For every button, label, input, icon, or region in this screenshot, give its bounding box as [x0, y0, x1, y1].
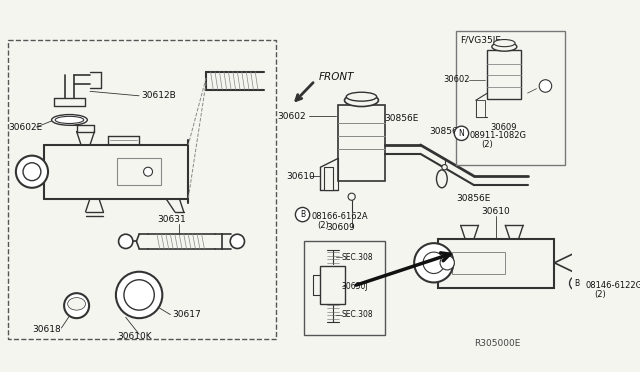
Text: 30602: 30602	[278, 112, 306, 121]
Ellipse shape	[346, 92, 377, 101]
Text: 08911-1082G: 08911-1082G	[470, 131, 527, 140]
Text: 30610: 30610	[287, 171, 316, 181]
Ellipse shape	[52, 115, 87, 125]
Circle shape	[570, 276, 584, 291]
Text: FRONT: FRONT	[319, 72, 354, 82]
Ellipse shape	[348, 193, 355, 200]
Text: SEC.308: SEC.308	[342, 310, 374, 319]
Bar	[8, 39, 276, 339]
Text: 08146-6122G: 08146-6122G	[586, 280, 640, 290]
Text: 08166-6162A: 08166-6162A	[312, 212, 368, 221]
Circle shape	[230, 234, 244, 248]
Text: 30856: 30856	[429, 127, 458, 136]
Ellipse shape	[124, 280, 154, 310]
Bar	[452, 252, 505, 275]
Text: 30602: 30602	[444, 75, 470, 84]
Text: 30612B: 30612B	[141, 91, 175, 100]
Text: 30617: 30617	[172, 310, 201, 319]
Text: SEC.308: SEC.308	[342, 253, 374, 262]
Text: 30610: 30610	[481, 208, 510, 217]
Circle shape	[423, 252, 445, 273]
Text: 30602E: 30602E	[8, 122, 42, 132]
Bar	[476, 100, 484, 117]
Text: R305000E: R305000E	[474, 339, 520, 348]
Bar	[339, 105, 385, 181]
Text: 30856E: 30856E	[456, 194, 490, 203]
Circle shape	[23, 163, 41, 181]
Bar	[321, 266, 346, 304]
Bar	[116, 158, 161, 185]
Circle shape	[454, 126, 468, 141]
Ellipse shape	[344, 94, 378, 106]
Ellipse shape	[116, 272, 163, 318]
Bar	[438, 239, 554, 288]
Ellipse shape	[64, 293, 89, 318]
Text: 30609: 30609	[490, 122, 516, 132]
Text: 30610K: 30610K	[116, 333, 152, 341]
Circle shape	[440, 256, 454, 270]
Text: 30856E: 30856E	[385, 113, 419, 123]
Bar	[456, 31, 565, 164]
Ellipse shape	[436, 170, 447, 188]
Text: B: B	[574, 279, 579, 288]
Circle shape	[296, 208, 310, 222]
Circle shape	[414, 243, 454, 282]
Bar	[324, 167, 333, 190]
Circle shape	[16, 155, 48, 188]
Text: (2): (2)	[317, 221, 330, 230]
Circle shape	[539, 80, 552, 92]
Ellipse shape	[492, 42, 517, 51]
Ellipse shape	[493, 39, 515, 47]
Text: 30650J: 30650J	[342, 282, 369, 291]
Ellipse shape	[55, 116, 84, 124]
Text: 30631: 30631	[157, 215, 186, 224]
Ellipse shape	[68, 298, 86, 310]
Text: B: B	[300, 210, 305, 219]
Text: N: N	[459, 129, 465, 138]
Bar	[305, 241, 385, 335]
Circle shape	[143, 167, 152, 176]
Circle shape	[118, 234, 133, 248]
Ellipse shape	[442, 164, 447, 170]
Text: F/VG35IE: F/VG35IE	[460, 35, 500, 44]
Text: 30618: 30618	[32, 325, 61, 334]
Bar	[488, 50, 522, 99]
Text: 30609: 30609	[326, 222, 355, 232]
Text: (2): (2)	[595, 291, 606, 299]
Text: (2): (2)	[481, 140, 493, 150]
